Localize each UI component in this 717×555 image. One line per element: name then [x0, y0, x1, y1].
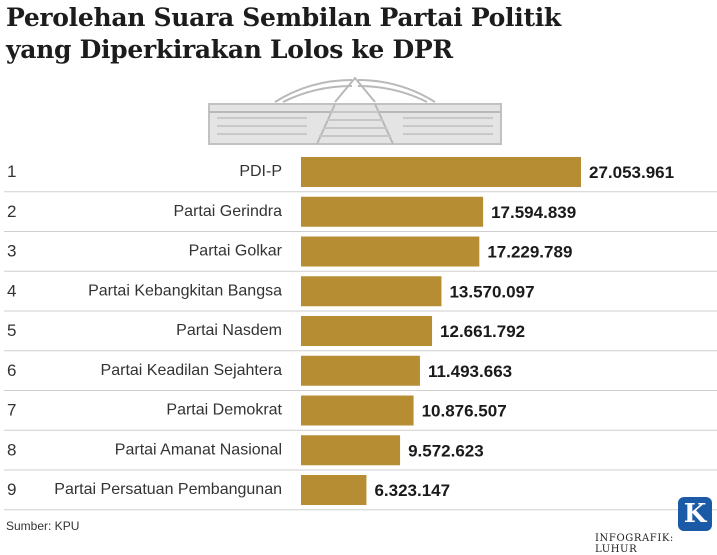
value-label: 9.572.623: [408, 441, 484, 460]
rank-label: 9: [7, 480, 16, 499]
value-label: 17.229.789: [487, 243, 572, 262]
value-label: 11.493.663: [428, 362, 512, 381]
value-label: 6.323.147: [374, 481, 450, 500]
value-label: 13.570.097: [449, 282, 534, 301]
bar: [301, 157, 581, 187]
category-label: Partai Amanat Nasional: [115, 441, 282, 458]
rank-label: 8: [7, 440, 16, 459]
bar: [301, 276, 442, 307]
rank-label: 3: [7, 242, 16, 261]
infographic-credit: INFOGRAFIK: LUHUR: [595, 533, 674, 555]
rank-label: 2: [7, 202, 16, 221]
category-label: PDI-P: [239, 163, 282, 180]
category-label: Partai Nasdem: [176, 322, 282, 339]
chart-title: Perolehan Suara Sembilan Partai Politik …: [6, 2, 561, 66]
value-label: 12.661.792: [440, 322, 525, 341]
bar: [301, 236, 480, 267]
bar: [301, 475, 367, 505]
bar: [301, 355, 420, 386]
rank-label: 4: [7, 281, 16, 300]
bar: [301, 435, 401, 466]
category-label: Partai Keadilan Sejahtera: [101, 362, 283, 379]
category-label: Partai Persatuan Pembangunan: [54, 481, 282, 498]
title-line-1: Perolehan Suara Sembilan Partai Politik: [6, 3, 561, 32]
category-label: Partai Golkar: [189, 243, 283, 260]
bar-chart: 1 PDI-P 27.053.961 2 Partai Gerindra 17.594.8…: [4, 157, 717, 511]
category-label: Partai Gerindra: [174, 203, 283, 220]
bar: [301, 196, 484, 227]
rank-label: 7: [7, 401, 16, 420]
source-note: Sumber: KPU: [6, 519, 80, 533]
kompas-logo: K: [678, 497, 712, 531]
category-label: Partai Demokrat: [166, 402, 282, 419]
bar: [301, 395, 414, 426]
value-label: 27.053.961: [589, 163, 674, 182]
rank-label: 5: [7, 321, 16, 340]
title-line-2: yang Diperkirakan Lolos ke DPR: [6, 35, 453, 64]
rank-label: 1: [7, 162, 16, 181]
bar: [301, 316, 433, 346]
parliament-building-icon: [208, 76, 502, 145]
value-label: 10.876.507: [422, 402, 507, 421]
value-label: 17.594.839: [491, 203, 576, 222]
rank-label: 6: [7, 361, 16, 380]
category-label: Partai Kebangkitan Bangsa: [88, 282, 282, 299]
